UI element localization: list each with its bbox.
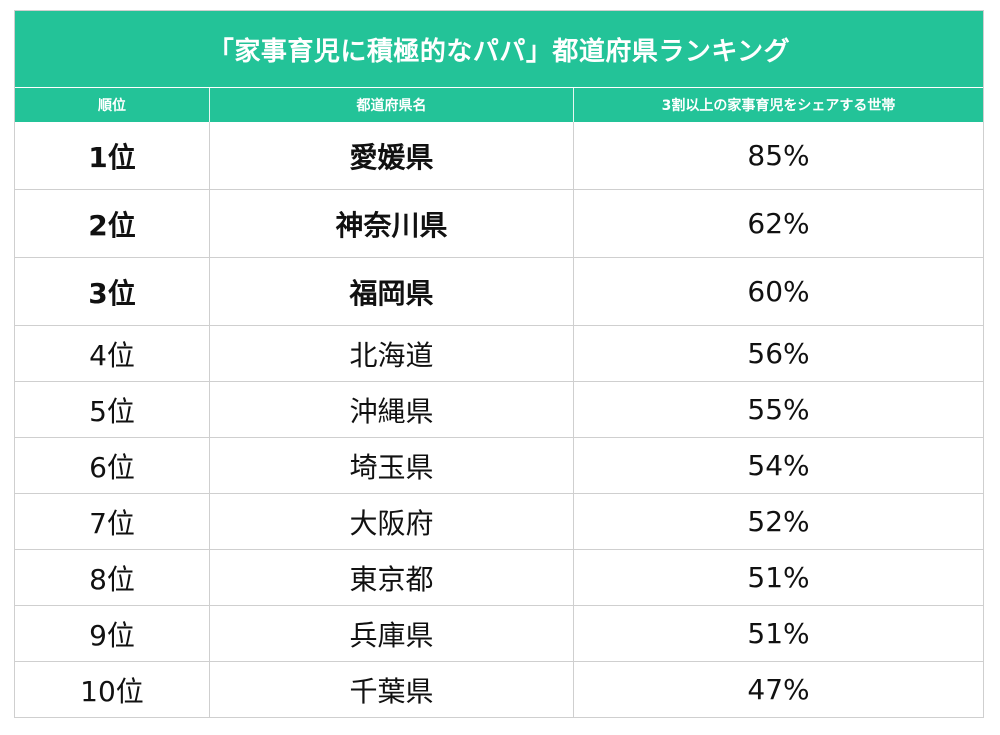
share-cell: 52%	[747, 505, 810, 538]
rank-cell: 8位	[15, 550, 210, 605]
column-header-prefecture: 都道府県名	[210, 88, 574, 122]
rank-cell: 2位	[15, 190, 210, 257]
prefecture-cell: 東京都	[210, 550, 574, 605]
share-cell: 85%	[747, 139, 810, 172]
prefecture-cell: 埼玉県	[210, 438, 574, 493]
share-cell: 56%	[747, 337, 810, 370]
prefecture-cell: 福岡県	[210, 258, 574, 325]
table-row: 6位 埼玉県 54%	[15, 437, 983, 493]
share-cell: 47%	[747, 673, 810, 706]
share-cell: 54%	[747, 449, 810, 482]
rank-cell: 1位	[15, 122, 210, 189]
table-row: 9位 兵庫県 51%	[15, 605, 983, 661]
prefecture-cell: 千葉県	[210, 662, 574, 717]
rank-cell: 3位	[15, 258, 210, 325]
rank-cell: 9位	[15, 606, 210, 661]
share-cell: 51%	[747, 617, 810, 650]
table-header-row: 順位 都道府県名 3割以上の家事育児をシェアする世帯	[15, 88, 983, 122]
column-header-share: 3割以上の家事育児をシェアする世帯	[661, 98, 896, 114]
rank-cell: 7位	[15, 494, 210, 549]
rank-cell: 4位	[15, 326, 210, 381]
ranking-table: 「家事育児に積極的なパパ」都道府県ランキング 順位 都道府県名 3割以上の家事育…	[14, 10, 984, 718]
table-row: 1位 愛媛県 85%	[15, 122, 983, 189]
table-title: 「家事育児に積極的なパパ」都道府県ランキング	[15, 11, 983, 88]
share-cell: 62%	[747, 207, 810, 240]
prefecture-cell: 大阪府	[210, 494, 574, 549]
column-header-rank: 順位	[15, 88, 210, 122]
share-cell: 60%	[747, 275, 810, 308]
table-row: 4位 北海道 56%	[15, 325, 983, 381]
prefecture-cell: 沖縄県	[210, 382, 574, 437]
rank-cell: 5位	[15, 382, 210, 437]
table-row: 2位 神奈川県 62%	[15, 189, 983, 257]
rank-cell: 6位	[15, 438, 210, 493]
share-cell: 55%	[747, 393, 810, 426]
table-row: 3位 福岡県 60%	[15, 257, 983, 325]
prefecture-cell: 兵庫県	[210, 606, 574, 661]
table-row: 7位 大阪府 52%	[15, 493, 983, 549]
rank-cell: 10位	[15, 662, 210, 717]
table-row: 5位 沖縄県 55%	[15, 381, 983, 437]
share-cell: 51%	[747, 561, 810, 594]
prefecture-cell: 愛媛県	[210, 122, 574, 189]
table-row: 10位 千葉県 47%	[15, 661, 983, 717]
table-row: 8位 東京都 51%	[15, 549, 983, 605]
prefecture-cell: 神奈川県	[210, 190, 574, 257]
prefecture-cell: 北海道	[210, 326, 574, 381]
